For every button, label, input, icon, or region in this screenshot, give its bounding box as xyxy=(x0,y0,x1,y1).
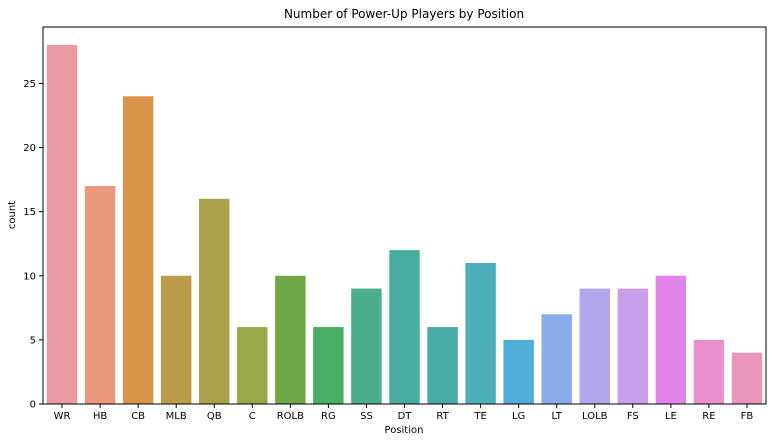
bar-cb xyxy=(122,96,154,404)
x-tick-label: WR xyxy=(54,411,71,422)
x-tick-label: LT xyxy=(552,411,563,422)
x-tick-label: LE xyxy=(665,411,677,422)
x-axis-ticks: WR HB CB MLB QB C ROLB RG SS DT RT TE LG LT LOLB FS LE RE… xyxy=(54,404,754,422)
x-tick-label: SS xyxy=(360,411,373,422)
bar-hb xyxy=(84,186,116,404)
y-axis-label: count xyxy=(7,201,18,229)
x-tick-label: RT xyxy=(436,411,449,422)
bar-re xyxy=(693,339,725,404)
bar-lolb xyxy=(579,288,610,404)
x-tick-label: HB xyxy=(93,411,108,422)
x-tick-label: QB xyxy=(207,411,222,422)
y-tick-label: 20 xyxy=(23,143,36,154)
bar-lg xyxy=(503,339,534,404)
x-tick-label: FS xyxy=(627,411,639,422)
bar-qb xyxy=(199,198,230,404)
x-tick-label: RE xyxy=(702,411,715,422)
x-tick-label: TE xyxy=(473,411,486,422)
bar-wr xyxy=(46,44,78,404)
y-tick-label: 5 xyxy=(30,335,36,346)
bar-lt xyxy=(541,314,572,404)
x-tick-label: RG xyxy=(321,411,336,422)
y-axis-ticks: 0 5 10 15 20 25 xyxy=(23,79,43,411)
bar-fb xyxy=(731,352,763,404)
chart-title: Number of Power-Up Players by Position xyxy=(284,7,524,21)
bar-rolb xyxy=(275,275,306,404)
bar-fs xyxy=(617,288,649,404)
bar-c xyxy=(237,327,268,404)
bar-mlb xyxy=(160,275,192,404)
x-tick-label: C xyxy=(249,411,256,422)
x-tick-label: ROLB xyxy=(277,411,304,422)
bar-ss xyxy=(351,288,382,404)
x-tick-label: LG xyxy=(512,411,525,422)
x-axis-label: Position xyxy=(385,425,424,436)
plot-frame xyxy=(42,26,767,405)
y-tick-label: 25 xyxy=(23,79,36,90)
bar-te xyxy=(465,262,496,404)
x-tick-label: FB xyxy=(741,411,754,422)
x-tick-label: CB xyxy=(131,411,145,422)
y-tick-label: 10 xyxy=(23,271,36,282)
x-tick-label: DT xyxy=(398,411,413,422)
y-tick-label: 15 xyxy=(23,207,36,218)
bars-group xyxy=(46,44,763,404)
x-tick-label: LOLB xyxy=(582,411,608,422)
bar-dt xyxy=(389,250,420,404)
y-tick-label: 0 xyxy=(30,400,36,411)
bar-rg xyxy=(313,327,344,404)
bar-rt xyxy=(427,327,458,404)
x-tick-label: MLB xyxy=(166,411,187,422)
bar-le xyxy=(655,275,687,404)
